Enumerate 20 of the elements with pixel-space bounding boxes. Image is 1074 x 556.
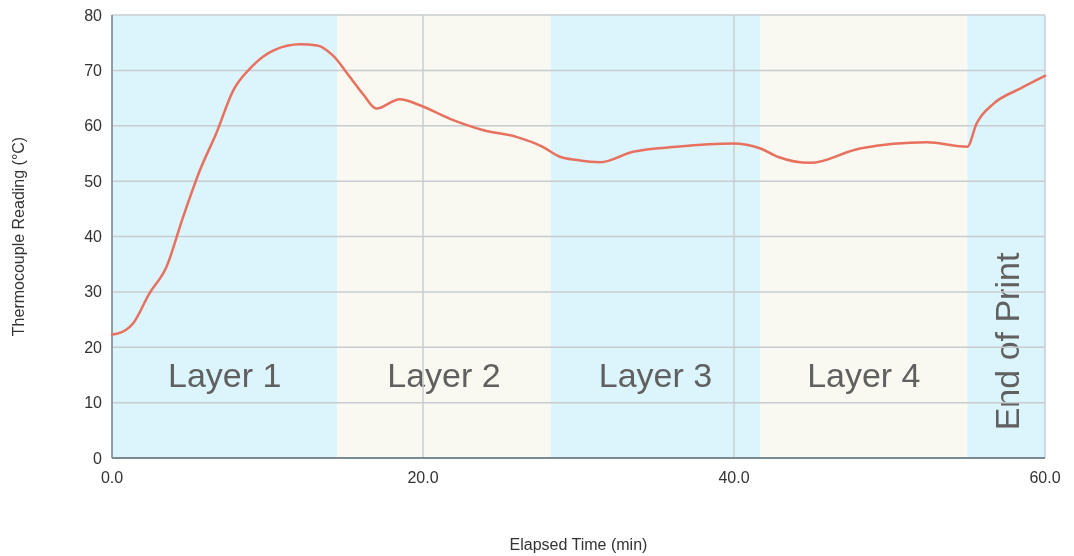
- y-tick-label: 70: [84, 61, 103, 79]
- band-label: Layer 4: [807, 355, 921, 394]
- x-tick-label: 0.0: [100, 469, 124, 486]
- y-tick-label: 40: [84, 228, 103, 246]
- x-tick-label: 40.0: [718, 469, 750, 486]
- y-tick-label: 10: [84, 394, 103, 412]
- y-tick-label: 60: [84, 117, 103, 135]
- band-label: Layer 2: [387, 355, 501, 394]
- x-tick-label: 60.0: [1029, 469, 1061, 486]
- y-tick-label: 80: [84, 6, 103, 24]
- band-label: End of Print: [988, 252, 1027, 431]
- band-label: Layer 3: [598, 355, 713, 394]
- y-tick-label: 50: [84, 172, 103, 190]
- y-tick-label: 20: [84, 338, 103, 356]
- x-axis-title: Elapsed Time (min): [509, 536, 648, 553]
- y-tick-label: 30: [84, 283, 103, 301]
- y-tick-label: 0: [93, 449, 103, 467]
- y-axis-title: Thermocouple Reading (°C): [10, 136, 27, 337]
- x-tick-label: 20.0: [407, 469, 439, 486]
- band-label: Layer 1: [168, 355, 282, 394]
